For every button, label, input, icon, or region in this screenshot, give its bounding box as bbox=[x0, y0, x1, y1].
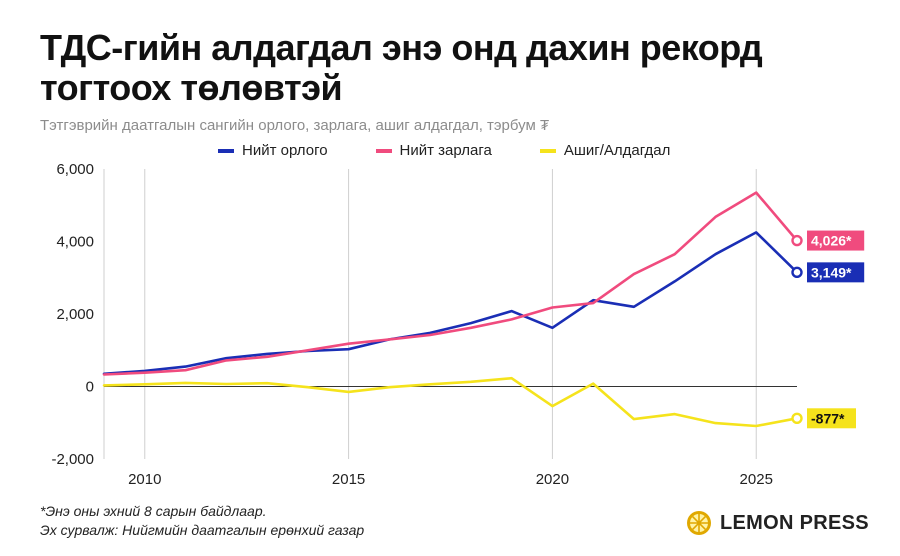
end-label-bg-income bbox=[807, 262, 865, 283]
chart-title: ТДС-гийн алдагдал энэ онд дахин рекорд т… bbox=[40, 27, 763, 108]
legend-item-income: Нийт орлого bbox=[218, 142, 328, 159]
y-tick-label: 4,000 bbox=[56, 234, 94, 251]
end-marker-balance bbox=[791, 412, 803, 424]
legend: Нийт орлого Нийт зарлага Ашиг/Алдагдал bbox=[218, 142, 670, 159]
y-tick-label: 2,000 bbox=[56, 306, 94, 323]
y-tick-label: 6,000 bbox=[56, 161, 94, 178]
brand-name: LEMON PRESS bbox=[720, 511, 869, 534]
lemon-icon bbox=[687, 511, 711, 535]
footnote-note: *Энэ оны эхний 8 сарын байдлаар. bbox=[40, 503, 267, 519]
legend-item-expense: Нийт зарлага bbox=[375, 142, 492, 159]
y-tick-label: -2,000 bbox=[51, 451, 94, 468]
end-label-expense: 4,026* bbox=[811, 233, 852, 249]
x-tick-label: 2010 bbox=[128, 471, 161, 488]
end-label-bg-expense bbox=[807, 230, 865, 251]
chart-subtitle: Тэтгэврийн даатгалын сангийн орлого, зар… bbox=[40, 117, 550, 134]
footnote: *Энэ оны эхний 8 сарын байдлаар. Эх сурв… bbox=[40, 502, 364, 540]
x-tick-label: 2025 bbox=[740, 471, 773, 488]
legend-label-expense: Нийт зарлага bbox=[399, 142, 492, 159]
end-label-bg-balance bbox=[807, 408, 856, 429]
series-line-income bbox=[102, 231, 799, 376]
footnote-source: Эх сурвалж: Нийгмийн даатгалын ерөнхий г… bbox=[40, 522, 365, 538]
legend-label-income: Нийт орлого bbox=[242, 142, 328, 159]
y-tick-label: 0 bbox=[86, 379, 94, 396]
series-line-balance bbox=[102, 376, 799, 428]
legend-swatch-income bbox=[218, 148, 234, 153]
series-line-expense bbox=[102, 191, 799, 376]
end-marker-expense bbox=[791, 234, 803, 247]
x-tick-label: 2020 bbox=[536, 471, 569, 488]
end-marker-income bbox=[791, 266, 803, 279]
x-tick-label: 2015 bbox=[332, 471, 365, 488]
brand-logo: LEMON PRESS bbox=[686, 510, 869, 536]
legend-swatch-balance bbox=[539, 148, 556, 153]
legend-item-balance: Ашиг/Алдагдал bbox=[539, 142, 671, 159]
legend-swatch-expense bbox=[375, 148, 392, 153]
end-label-income: 3,149* bbox=[811, 264, 852, 280]
end-label-balance: -877* bbox=[811, 410, 845, 426]
legend-label-balance: Ашиг/Алдагдал bbox=[563, 142, 671, 159]
